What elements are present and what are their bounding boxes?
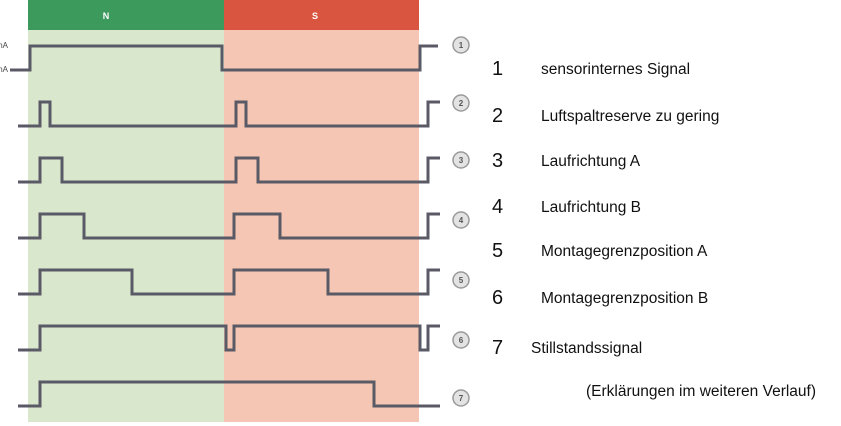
- legend-number-2: 2: [492, 105, 504, 127]
- waveform-5: [18, 268, 440, 296]
- legend-label-2: Luftspaltreserve zu gering: [541, 108, 720, 125]
- signal-badge-5: 5: [452, 271, 470, 289]
- s-zone-body: [224, 30, 419, 422]
- signal-badge-1: 1: [452, 36, 470, 54]
- waveform-1: [10, 44, 438, 72]
- s-zone-label: S: [312, 11, 318, 21]
- badge-number: 7: [459, 394, 464, 403]
- badge-number: 3: [459, 156, 464, 165]
- badge-number: 5: [459, 276, 464, 285]
- legend-number-1: 1: [492, 58, 504, 80]
- legend-number-4: 4: [492, 196, 504, 218]
- signal-badge-7: 7: [452, 389, 470, 407]
- waveform-4: [18, 212, 440, 240]
- signal-badge-6: 6: [452, 331, 470, 349]
- waveform-3: [18, 156, 440, 184]
- legend-number-7: 7: [492, 337, 504, 359]
- explanation-note: (Erklärungen im weiteren Verlauf): [586, 383, 817, 400]
- badge-circle: [452, 94, 470, 112]
- legend-number-6: 6: [492, 287, 504, 309]
- n-zone-label: N: [103, 11, 110, 21]
- badge-circle: [452, 151, 470, 169]
- legend-label-4: Laufrichtung B: [541, 199, 641, 216]
- legend-label-6: Montagegrenzposition B: [541, 290, 709, 307]
- n-zone-header: [28, 0, 224, 30]
- legend-label-3: Laufrichtung A: [541, 153, 641, 170]
- badge-circle: [452, 36, 470, 54]
- legend-label-1: sensorinternes Signal: [541, 61, 691, 78]
- badge-circle: [452, 211, 470, 229]
- legend-number-3: 3: [492, 150, 504, 172]
- badge-circle: [452, 389, 470, 407]
- badge-circle: [452, 271, 470, 289]
- waveform-2: [18, 100, 440, 128]
- legend-label-7: Stillstandssignal: [531, 340, 643, 357]
- badge-number: 1: [459, 41, 464, 50]
- badge-circle: [452, 331, 470, 349]
- badge-number: 4: [459, 216, 464, 225]
- waveform-6: [18, 324, 440, 352]
- high-level-label: mA: [0, 41, 9, 50]
- n-zone-body: [28, 30, 224, 422]
- s-zone-header: [224, 0, 419, 30]
- low-level-label: mA: [0, 65, 9, 74]
- badge-number: 6: [459, 336, 464, 345]
- waveform-7: [18, 380, 440, 408]
- legend-number-5: 5: [492, 240, 504, 262]
- signal-badge-2: 2: [452, 94, 470, 112]
- legend-label-5: Montagegrenzposition A: [541, 243, 708, 260]
- badge-number: 2: [459, 99, 464, 108]
- signal-badge-3: 3: [452, 151, 470, 169]
- signal-badge-4: 4: [452, 211, 470, 229]
